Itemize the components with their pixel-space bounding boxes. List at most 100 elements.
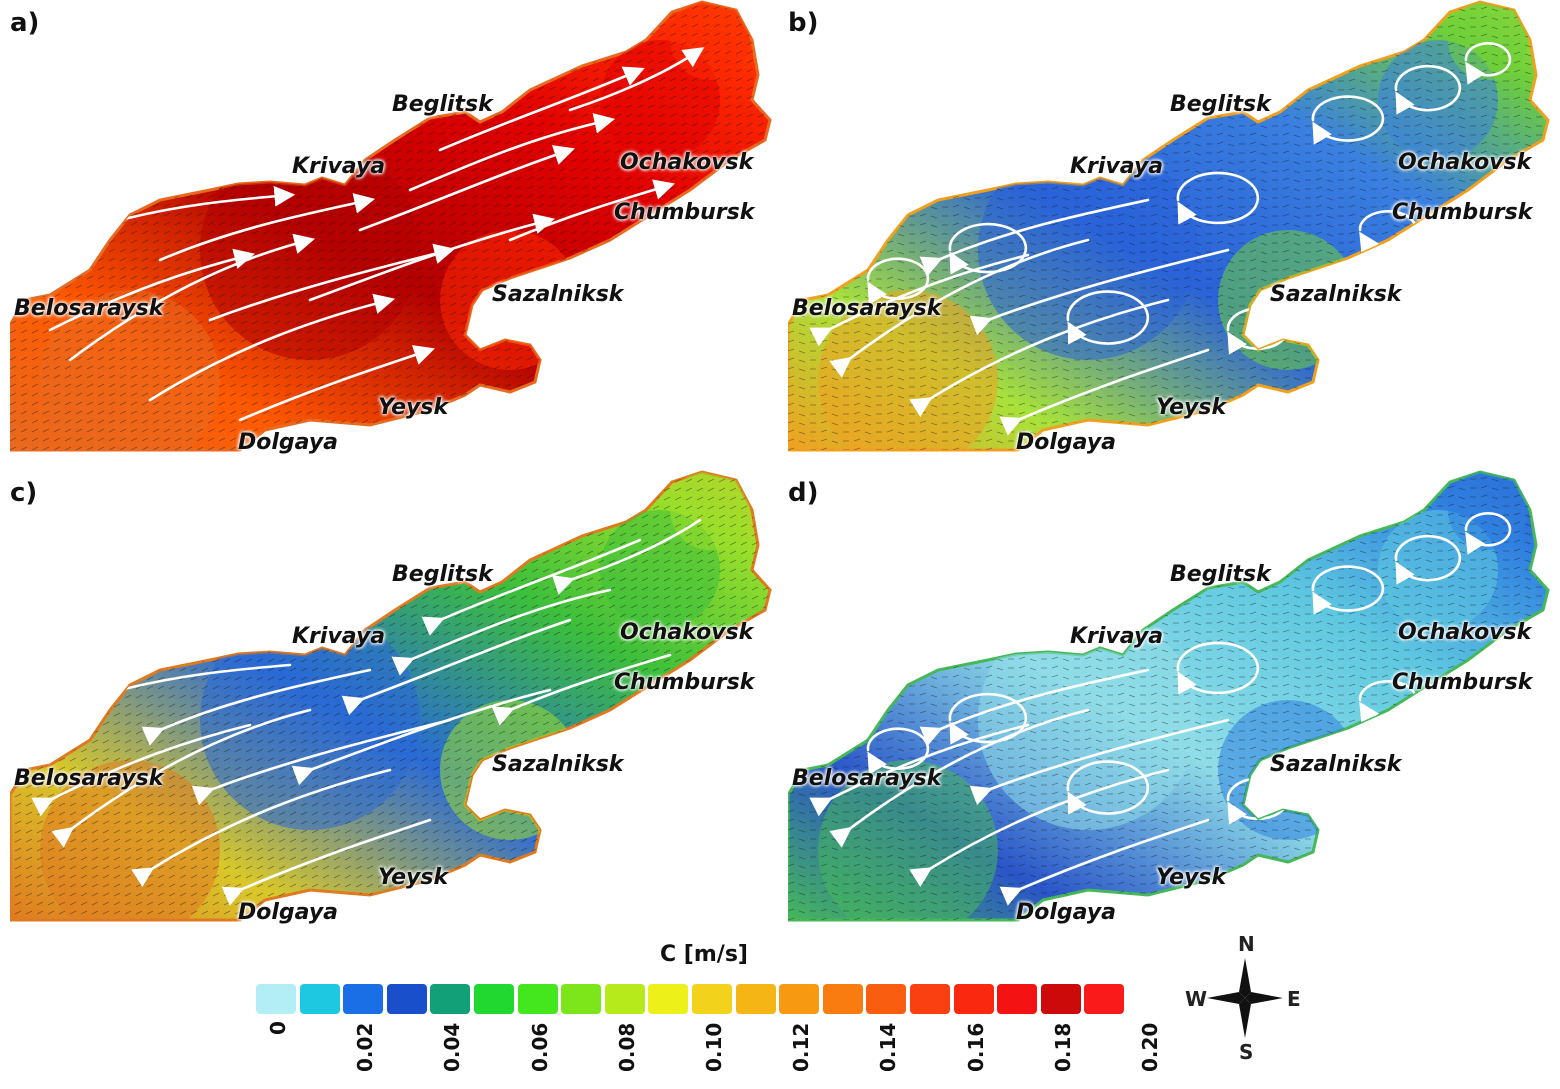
vector-hatch xyxy=(592,41,600,46)
vector-hatch xyxy=(240,203,248,208)
vector-hatch xyxy=(108,167,116,172)
vector-hatch xyxy=(75,437,83,442)
vector-hatch xyxy=(559,176,567,181)
vector-hatch xyxy=(559,356,567,361)
vector-hatch xyxy=(724,68,732,73)
vector-hatch xyxy=(1018,96,1026,100)
vector-hatch xyxy=(197,456,203,459)
vector-hatch xyxy=(570,77,578,82)
vector-hatch xyxy=(691,419,699,424)
vector-hatch xyxy=(10,284,17,289)
vector-hatch xyxy=(86,284,94,289)
vector-hatch xyxy=(152,257,160,262)
vector-hatch xyxy=(295,131,303,136)
vector-hatch xyxy=(372,428,380,433)
vector-hatch xyxy=(1381,105,1389,109)
vector-hatch xyxy=(1161,98,1169,102)
vector-hatch xyxy=(108,374,116,379)
vector-hatch xyxy=(724,122,732,127)
vector-hatch xyxy=(108,266,116,271)
vector-hatch xyxy=(757,392,765,397)
vector-hatch xyxy=(240,392,248,397)
vector-hatch xyxy=(42,356,50,361)
vector-hatch xyxy=(218,446,226,450)
vector-hatch xyxy=(10,122,17,127)
vector-hatch xyxy=(218,5,226,10)
vector-hatch xyxy=(42,248,50,253)
vector-hatch xyxy=(383,194,391,199)
vector-hatch xyxy=(295,59,303,64)
vector-hatch xyxy=(658,374,666,379)
vector-hatch xyxy=(471,428,479,433)
vector-hatch xyxy=(196,104,204,109)
vector-hatch xyxy=(603,428,611,433)
vector-hatch xyxy=(482,158,490,163)
vector-hatch xyxy=(427,311,435,316)
vector-hatch xyxy=(361,338,369,343)
vector-hatch xyxy=(1425,125,1433,129)
vector-hatch xyxy=(831,44,839,48)
vector-hatch xyxy=(152,221,160,226)
vector-hatch xyxy=(1293,89,1301,93)
vector-hatch xyxy=(53,257,61,262)
vector-hatch xyxy=(471,437,479,442)
vector-hatch xyxy=(471,140,479,145)
vector-hatch xyxy=(658,230,666,235)
vector-hatch xyxy=(691,257,699,262)
vector-hatch xyxy=(273,383,281,388)
vector-hatch xyxy=(405,302,413,307)
vector-hatch xyxy=(174,239,182,244)
vector-hatch xyxy=(505,456,511,459)
vector-hatch xyxy=(724,230,732,235)
vector-hatch xyxy=(240,140,248,145)
vector-hatch xyxy=(757,194,765,199)
vector-hatch xyxy=(339,356,347,361)
vector-hatch xyxy=(361,419,369,424)
vector-hatch xyxy=(757,5,765,10)
vector-hatch xyxy=(284,275,292,280)
vector-hatch xyxy=(449,392,457,397)
vector-hatch xyxy=(306,95,314,100)
vector-hatch xyxy=(669,68,677,73)
vector-hatch xyxy=(493,113,501,118)
vector-hatch xyxy=(1018,42,1026,46)
vector-hatch xyxy=(820,132,828,136)
vector-hatch xyxy=(119,122,127,127)
vector-hatch xyxy=(658,401,666,406)
vector-hatch xyxy=(1051,42,1059,46)
vector-hatch xyxy=(592,392,600,397)
vector-hatch xyxy=(372,356,380,361)
vector-hatch xyxy=(831,2,839,3)
vector-hatch xyxy=(394,32,402,37)
vector-hatch xyxy=(570,347,578,352)
vector-hatch xyxy=(119,419,127,424)
vector-hatch xyxy=(163,95,171,100)
vector-hatch xyxy=(1546,60,1548,64)
vector-hatch xyxy=(295,293,303,298)
vector-hatch xyxy=(97,275,105,280)
vector-hatch xyxy=(625,302,633,307)
vector-hatch xyxy=(768,284,770,289)
vector-hatch xyxy=(515,230,523,235)
vector-hatch xyxy=(636,383,644,388)
vector-hatch xyxy=(218,401,226,406)
vector-hatch xyxy=(625,266,633,271)
vector-hatch xyxy=(75,293,83,298)
vector-hatch xyxy=(930,89,938,93)
vector-hatch xyxy=(163,374,171,379)
vector-hatch xyxy=(273,41,281,46)
vector-hatch xyxy=(581,374,589,379)
vector-hatch xyxy=(383,248,391,253)
vector-hatch xyxy=(702,158,710,163)
vector-hatch xyxy=(1546,132,1548,136)
vector-hatch xyxy=(614,104,622,109)
vector-hatch xyxy=(1282,15,1290,19)
vector-hatch xyxy=(798,134,806,138)
vector-hatch xyxy=(97,185,105,190)
vector-hatch xyxy=(571,456,577,459)
vector-hatch xyxy=(273,419,281,424)
vector-hatch xyxy=(350,266,358,271)
vector-hatch xyxy=(394,347,402,352)
vector-hatch xyxy=(449,23,457,28)
vector-hatch xyxy=(713,59,721,64)
